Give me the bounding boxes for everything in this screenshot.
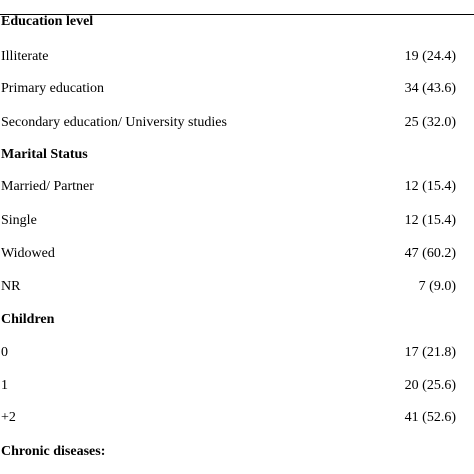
row-value: 7 (9.0) bbox=[418, 279, 456, 294]
row-label: NR bbox=[1, 279, 21, 294]
table-row: Primary education 34 (43.6) bbox=[0, 79, 474, 99]
row-value: 34 (43.6) bbox=[404, 81, 456, 96]
section-heading-marital-status: Marital Status bbox=[0, 145, 474, 165]
row-label: Illiterate bbox=[1, 49, 49, 64]
row-label: 1 bbox=[1, 378, 8, 393]
table-row: +2 41 (52.6) bbox=[0, 408, 474, 428]
table-row: NR 7 (9.0) bbox=[0, 277, 474, 297]
section-heading-education: Education level bbox=[0, 12, 474, 32]
row-value: 20 (25.6) bbox=[404, 378, 456, 393]
table-row: Married/ Partner 12 (15.4) bbox=[0, 177, 474, 197]
section-heading-children: Children bbox=[0, 310, 474, 330]
row-value: 47 (60.2) bbox=[404, 246, 456, 261]
row-label: Single bbox=[1, 213, 37, 228]
row-value: 12 (15.4) bbox=[404, 179, 456, 194]
table-row: Secondary education/ University studies … bbox=[0, 113, 474, 133]
row-label: Widowed bbox=[1, 246, 55, 261]
row-value: 25 (32.0) bbox=[404, 115, 456, 130]
section-heading-label: Children bbox=[1, 312, 55, 327]
row-value: 41 (52.6) bbox=[404, 410, 456, 425]
row-label: 0 bbox=[1, 345, 8, 360]
row-value: 12 (15.4) bbox=[404, 213, 456, 228]
section-heading-label: Chronic diseases: bbox=[1, 444, 106, 459]
section-heading-label: Marital Status bbox=[1, 147, 88, 162]
row-label: Married/ Partner bbox=[1, 179, 94, 194]
row-value: 17 (21.8) bbox=[404, 345, 456, 360]
table-row: 0 17 (21.8) bbox=[0, 343, 474, 363]
row-label: Secondary education/ University studies bbox=[1, 115, 227, 130]
row-value: 19 (24.4) bbox=[404, 49, 456, 64]
table-row: 1 20 (25.6) bbox=[0, 376, 474, 396]
row-label: +2 bbox=[1, 410, 16, 425]
table-top-rule bbox=[0, 14, 474, 15]
section-heading-label: Education level bbox=[1, 14, 94, 29]
row-label: Primary education bbox=[1, 81, 105, 96]
section-heading-chronic-diseases: Chronic diseases: bbox=[0, 442, 474, 462]
table-row: Illiterate 19 (24.4) bbox=[0, 47, 474, 67]
table-row: Single 12 (15.4) bbox=[0, 211, 474, 231]
table-row: Widowed 47 (60.2) bbox=[0, 244, 474, 264]
